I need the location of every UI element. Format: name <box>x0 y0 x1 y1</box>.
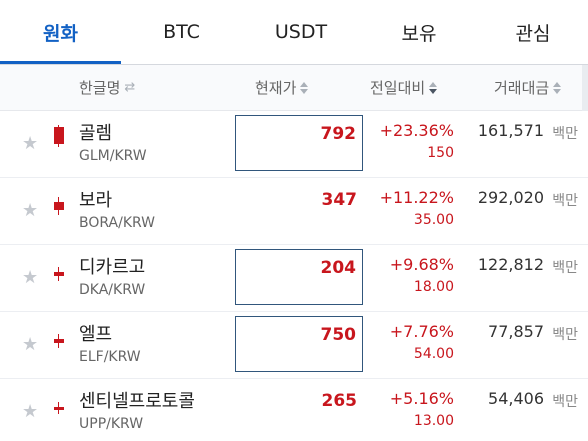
coin-name[interactable]: 디카르고 <box>79 257 146 278</box>
coin-name[interactable]: 보라 <box>79 190 113 211</box>
volume-unit: 백만 <box>552 126 578 142</box>
tab-usdt[interactable]: USDT <box>274 21 328 43</box>
candle-icon <box>52 125 66 147</box>
change-percent: +23.36% <box>379 121 454 140</box>
current-price: 265 <box>321 391 358 411</box>
change-amount: 35.00 <box>413 212 454 228</box>
change-percent: +11.22% <box>379 188 454 207</box>
candle-icon <box>52 197 66 215</box>
header-change-label: 전일대비 <box>370 79 426 97</box>
price-cell: 347 <box>235 182 363 238</box>
header-price-label: 현재가 <box>255 79 297 97</box>
sort-icon <box>553 80 562 96</box>
trade-volume: 77,857 <box>488 322 544 341</box>
coin-row-elf[interactable]: ★ 엘프 ELF/KRW 750 +7.76% 54.00 77,857 백만 <box>0 312 588 379</box>
current-price: 750 <box>320 325 357 345</box>
candle-icon <box>52 334 66 348</box>
candle-icon <box>52 402 66 414</box>
star-icon[interactable]: ★ <box>22 133 39 154</box>
coin-row-glm[interactable]: ★ 골렘 GLM/KRW 792 +23.36% 150 161,571 백만 <box>0 111 588 178</box>
tab-holdings[interactable]: 보유 <box>401 22 437 45</box>
sort-icon <box>300 80 309 96</box>
tab-divider <box>0 64 588 65</box>
tab-krw[interactable]: 원화 <box>0 0 121 64</box>
coin-row-bora[interactable]: ★ 보라 BORA/KRW 347 +11.22% 35.00 292,020 … <box>0 178 588 245</box>
star-icon[interactable]: ★ <box>22 401 39 422</box>
volume-unit: 백만 <box>552 260 578 276</box>
coin-symbol: GLM/KRW <box>79 148 147 164</box>
coin-row-dka[interactable]: ★ 디카르고 DKA/KRW 204 +9.68% 18.00 122,812 … <box>0 245 588 312</box>
tab-btc[interactable]: BTC <box>163 21 200 43</box>
current-price: 792 <box>320 124 357 144</box>
price-cell: 265 <box>235 383 363 439</box>
change-amount: 150 <box>427 145 454 161</box>
volume-unit: 백만 <box>552 327 578 343</box>
star-icon[interactable]: ★ <box>22 334 39 355</box>
price-highlight: 204 <box>235 249 363 305</box>
coin-symbol: UPP/KRW <box>79 416 144 432</box>
candle-icon <box>52 267 66 281</box>
swap-sort-icon: ⇄ <box>124 80 136 95</box>
coin-symbol: BORA/KRW <box>79 215 156 231</box>
change-percent: +5.16% <box>389 389 454 408</box>
coin-row-upp[interactable]: ★ 센티넬프로토콜 UPP/KRW 265 +5.16% 13.00 54,40… <box>0 379 588 441</box>
coin-name[interactable]: 엘프 <box>79 324 113 345</box>
change-amount: 54.00 <box>413 346 454 362</box>
trade-volume: 292,020 <box>477 188 544 207</box>
header-volume-label: 거래대금 <box>494 79 550 97</box>
market-tabs: 원화 BTC USDT 보유 관심 <box>0 0 588 64</box>
header-name-label: 한글명 <box>79 79 121 97</box>
header-change-sort[interactable]: 전일대비 <box>370 77 438 98</box>
change-percent: +7.76% <box>389 322 454 341</box>
star-icon[interactable]: ★ <box>22 267 39 288</box>
tab-favorites[interactable]: 관심 <box>515 22 551 45</box>
current-price: 347 <box>321 190 358 210</box>
coin-symbol: DKA/KRW <box>79 282 146 298</box>
price-highlight: 792 <box>235 115 363 171</box>
coin-name[interactable]: 센티넬프로토콜 <box>79 391 195 412</box>
coin-symbol: ELF/KRW <box>79 349 141 365</box>
header-name-sort[interactable]: 한글명 ⇄ <box>79 77 135 98</box>
header-price-sort[interactable]: 현재가 <box>255 77 309 98</box>
change-amount: 13.00 <box>413 413 454 429</box>
volume-unit: 백만 <box>552 193 578 209</box>
header-volume-sort[interactable]: 거래대금 <box>494 77 562 98</box>
price-highlight: 750 <box>235 316 363 372</box>
trade-volume: 122,812 <box>477 255 544 274</box>
list-header: 한글명 ⇄ 현재가 전일대비 거래대금 <box>0 65 588 111</box>
change-amount: 18.00 <box>413 279 454 295</box>
change-percent: +9.68% <box>389 255 454 274</box>
star-icon[interactable]: ★ <box>22 200 39 221</box>
current-price: 204 <box>320 258 357 278</box>
volume-unit: 백만 <box>552 394 578 410</box>
sort-desc-icon <box>429 80 438 96</box>
coin-name[interactable]: 골렘 <box>79 123 113 144</box>
trade-volume: 161,571 <box>477 121 544 140</box>
trade-volume: 54,406 <box>488 389 544 408</box>
scrollbar-track[interactable] <box>582 65 588 111</box>
